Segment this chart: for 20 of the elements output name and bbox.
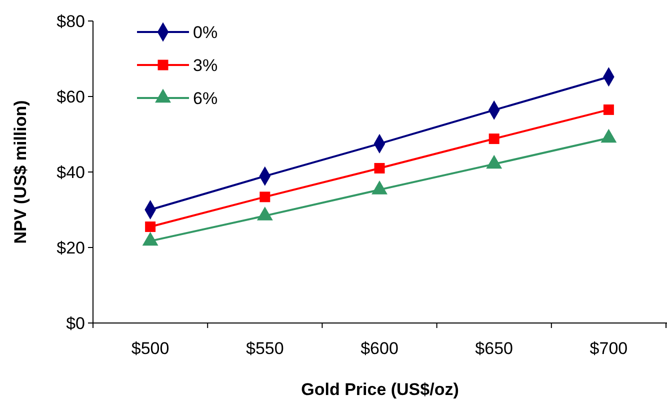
y-axis-title: NPV (US$ million) <box>11 100 30 244</box>
legend-label: 0% <box>193 22 218 42</box>
y-tick-label: $80 <box>56 12 85 31</box>
legend-label: 6% <box>193 88 218 108</box>
point <box>260 192 270 202</box>
y-tick-label: $20 <box>56 238 85 258</box>
y-tick-label: $60 <box>56 87 85 106</box>
y-tick-label: $40 <box>56 162 85 182</box>
x-tick-label: $650 <box>475 339 514 358</box>
point <box>145 221 156 232</box>
x-tick-label: $700 <box>590 339 628 358</box>
x-axis-title: Gold Price (US$/oz) <box>301 380 459 399</box>
x-tick-label: $500 <box>131 339 170 358</box>
x-tick-label: $550 <box>246 339 284 358</box>
y-tick-label: $0 <box>66 314 85 333</box>
legend-label: 3% <box>193 56 218 75</box>
point <box>374 162 385 174</box>
point <box>603 104 614 115</box>
x-tick-label: $600 <box>360 339 398 358</box>
point <box>488 134 500 144</box>
